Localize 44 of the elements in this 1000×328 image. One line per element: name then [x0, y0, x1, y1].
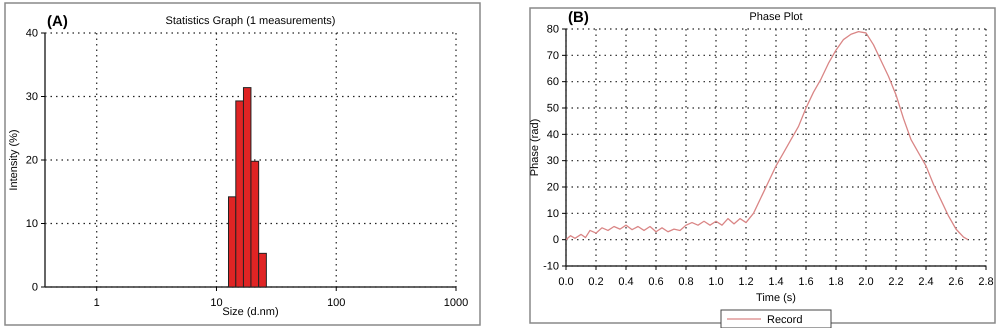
x-tick-label: 2.4 [918, 276, 934, 288]
x-tick-label: 0.8 [678, 276, 694, 288]
x-tick-label: 0.6 [648, 276, 664, 288]
x-tick-label: 1.8 [828, 276, 844, 288]
legend-label: Record [767, 314, 802, 326]
x-tick-label: 2.2 [888, 276, 904, 288]
x-tick-label: 2.0 [858, 276, 874, 288]
y-axis-title: Phase (rad) [529, 118, 541, 176]
line-series [565, 30, 969, 240]
x-tick-label: 1.0 [708, 276, 724, 288]
x-tick-label: 0.2 [588, 276, 604, 288]
y-tick-label: 10 [546, 208, 559, 220]
x-tick-label: 1.4 [768, 276, 784, 288]
y-tick-label: 50 [546, 102, 559, 115]
x-tick-label: 0.4 [618, 276, 634, 288]
y-tick-label: 0 [32, 282, 38, 294]
y-tick-label: 0 [552, 234, 559, 246]
y-tick-label: 20 [26, 154, 38, 167]
y-tick-label: 40 [546, 128, 559, 141]
y-axis-title: Intensity (%) [8, 129, 20, 191]
x-tick-label: 10 [210, 297, 223, 310]
y-tick-label: 10 [26, 218, 38, 230]
y-tick-label: 20 [546, 182, 559, 194]
x-axis-title: Time (s) [756, 292, 796, 304]
x-tick-label: 1.6 [798, 276, 814, 288]
text: (B) [568, 9, 589, 26]
x-tick-label: 2.6 [948, 276, 964, 288]
chart-title: Statistics Graph (1 measurements) [166, 15, 336, 27]
y-tick-label: 60 [546, 76, 559, 88]
x-tick-label: 1000 [444, 297, 468, 310]
y-tick-label: 30 [26, 91, 38, 104]
y-tick-label: 30 [546, 155, 559, 168]
text: (A) [47, 13, 68, 30]
x-tick-label: 1.2 [738, 276, 754, 288]
y-tick-label: 80 [546, 24, 559, 36]
x-tick-label: 100 [327, 297, 346, 310]
y-tick-label: 70 [546, 50, 559, 62]
x-axis-title: Size (d.nm) [222, 306, 279, 318]
y-tick-label: -10 [543, 260, 559, 273]
x-tick-label: 2.8 [978, 276, 994, 288]
y-tick-label: 40 [26, 28, 38, 40]
x-tick-label: 1 [94, 297, 100, 310]
x-tick-label: 0.0 [558, 276, 574, 288]
chart-title: Phase Plot [749, 11, 803, 23]
